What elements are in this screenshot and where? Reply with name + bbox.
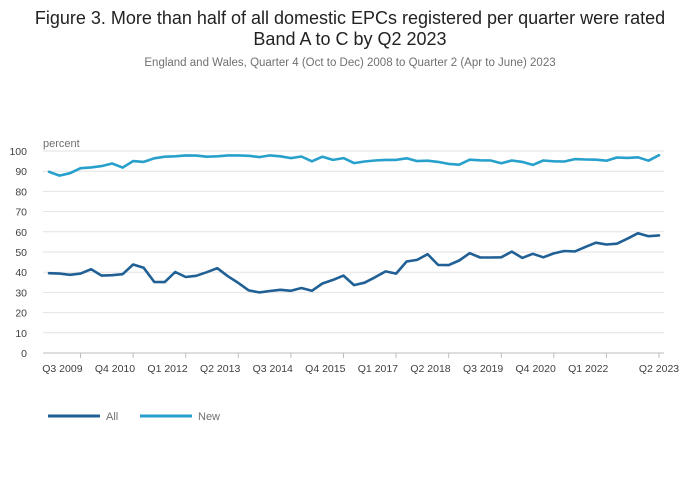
grid-lines	[43, 150, 664, 354]
x-tick-label: Q4 2010	[95, 363, 135, 375]
legend-item-new[interactable]: New	[140, 411, 220, 423]
series-lines	[47, 153, 661, 294]
y-tick-label: 90	[15, 166, 27, 178]
x-tick-label: Q1 2022	[568, 363, 608, 375]
x-tick-label: Q4 2015	[305, 363, 345, 375]
x-axis-ticks: Q3 2009 Q4 2010 Q1 2012 Q2 2013 Q3 2014 Q4 20…	[42, 353, 679, 375]
chart-title: Figure 3. More than half of all domestic…	[34, 8, 666, 49]
legend[interactable]: All New	[48, 411, 220, 423]
y-tick-label: 10	[15, 328, 27, 340]
x-tick-label: Q2 2018	[410, 363, 450, 375]
y-tick-label: 0	[21, 348, 27, 360]
legend-item-all[interactable]: All	[48, 411, 118, 423]
x-tick-label: Q1 2012	[147, 363, 187, 375]
y-axis-unit-label: percent	[43, 138, 80, 150]
y-tick-label: 70	[15, 207, 27, 219]
series-line-new	[47, 153, 661, 177]
y-tick-label: 50	[15, 247, 27, 259]
y-tick-label: 100	[9, 146, 27, 158]
x-tick-label: Q3 2014	[253, 363, 293, 375]
y-tick-label: 30	[15, 287, 27, 299]
x-tick-label: Q1 2017	[358, 363, 398, 375]
y-tick-label: 60	[15, 227, 27, 239]
legend-label: All	[106, 411, 118, 423]
y-tick-label: 80	[15, 186, 27, 198]
y-tick-label: 40	[15, 267, 27, 279]
x-tick-label: Q3 2009	[42, 363, 82, 375]
x-tick-label: Q2 2013	[200, 363, 240, 375]
legend-label: New	[198, 411, 220, 423]
x-tick-label: Q3 2019	[463, 363, 503, 375]
x-tick-label: Q4 2020	[516, 363, 556, 375]
y-tick-label: 20	[15, 308, 27, 320]
y-axis-ticks: 0 10 20 30 40 50 60 70 80 90 100	[9, 146, 27, 360]
x-tick-label: Q2 2023	[639, 363, 679, 375]
chart-subtitle: England and Wales, Quarter 4 (Oct to Dec…	[144, 57, 556, 69]
series-line-all	[47, 231, 661, 294]
